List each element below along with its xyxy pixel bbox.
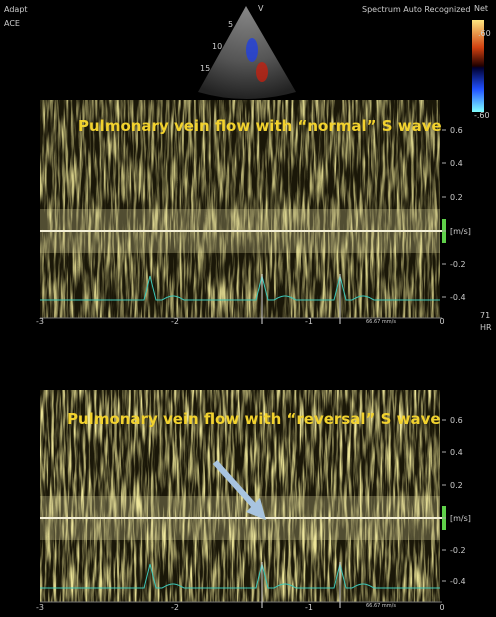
time-tick: -2 [171,603,179,612]
status: Spectrum Auto Recognized [362,5,470,14]
velocity-tick: 0.4 [450,448,463,457]
heart-rate-unit: HR [480,323,492,332]
time-tick: -1 [305,317,313,326]
velocity-tick: -0.4 [450,577,466,586]
doppler-panel: Pulmonary vein flow with “normal” S wave… [36,100,471,326]
time-tick: -1 [305,603,313,612]
velocity-tick: 0.6 [450,416,463,425]
mode-label: Adapt [4,5,28,14]
velocity-tick: -0.4 [450,293,466,302]
velocity-tick: 0.6 [450,126,463,135]
time-tick: -2 [171,317,179,326]
color-map-title: Net [474,4,488,13]
panel-title: Pulmonary vein flow with “reversal” S wa… [67,410,441,428]
color-map-max: .60 [478,29,491,38]
velocity-tick: -0.2 [450,260,466,269]
mode-label: ACE [4,19,20,28]
velocity-tick: 0.2 [450,481,463,490]
time-tick: -3 [36,603,44,612]
depth-mark: 10 [212,42,222,51]
velocity-tick: [m/s] [450,227,471,236]
time-tick: 0 [439,603,444,612]
page: Adapt ACE V 5 10 15 Spectrum Auto Recogn… [0,0,496,617]
ultrasound-screen: Adapt ACE V 5 10 15 Spectrum Auto Recogn… [0,0,496,617]
color-flow [256,62,268,82]
time-tick: -3 [36,317,44,326]
sweep-speed: 66.67 mm/s [366,319,396,325]
depth-mark: 5 [228,20,233,29]
sweep-speed: 66.67 mm/s [366,603,396,609]
panels: Pulmonary vein flow with “normal” S wave… [36,100,471,612]
depth-mark: 15 [200,64,210,73]
velocity-tick: -0.2 [450,546,466,555]
time-tick: 0 [439,317,444,326]
color-map-min: -.60 [474,111,490,120]
velocity-tick: 0.2 [450,193,463,202]
velocity-tick: [m/s] [450,514,471,523]
sector-label: V [258,4,264,13]
panel-title: Pulmonary vein flow with “normal” S wave [78,117,442,135]
color-flow [246,38,258,62]
velocity-tick: 0.4 [450,159,463,168]
heart-rate: 71 [480,311,490,320]
